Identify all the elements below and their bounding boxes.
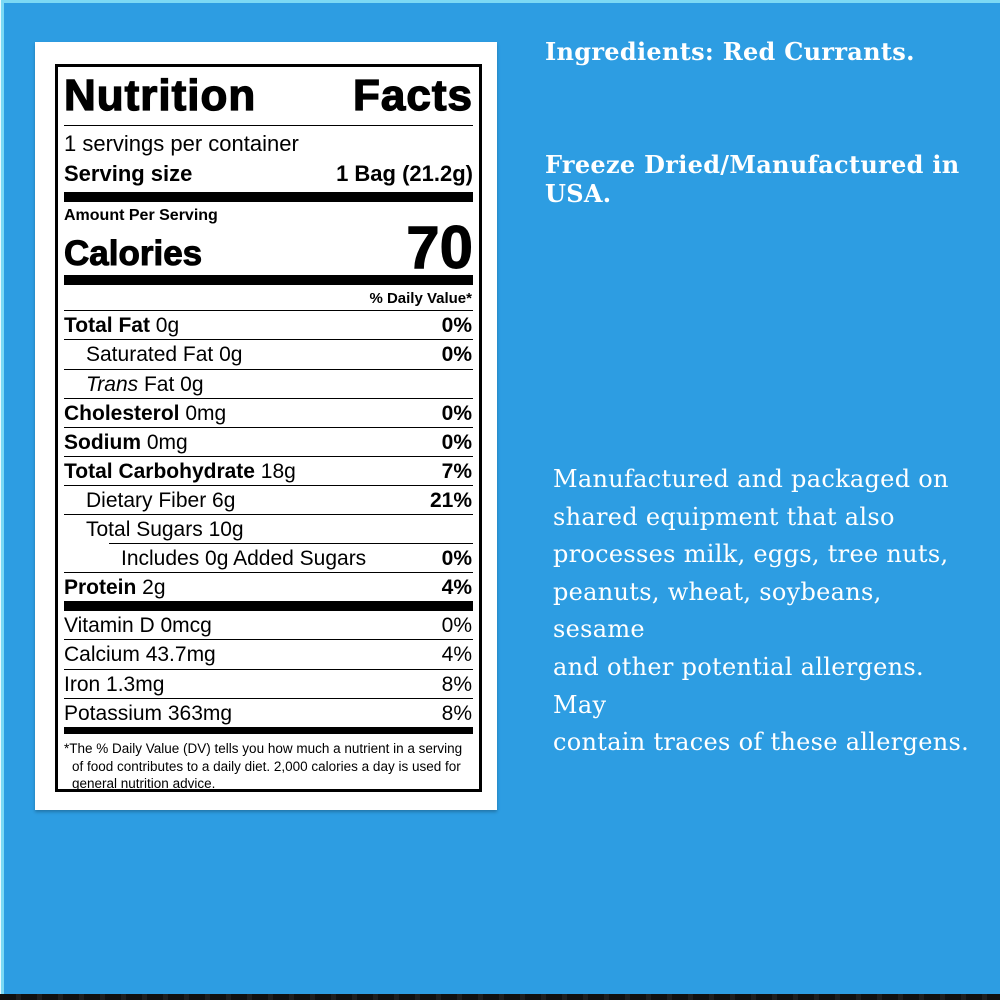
nutrient-name: Includes 0g Added Sugars xyxy=(121,547,367,571)
nutrient-row: Protein 2g 4% xyxy=(64,572,473,601)
nutrient-daily-value: 0% xyxy=(441,314,472,338)
label-title-word-facts: Facts xyxy=(352,71,473,120)
nutrient-name: Total Fat 0g xyxy=(64,314,180,338)
bottom-dark-strip xyxy=(0,994,1000,1000)
label-title: Nutrition Facts xyxy=(63,71,473,127)
nutrient-daily-value: 0% xyxy=(441,430,472,454)
calories-value: 70 xyxy=(406,213,474,281)
nutrient-row: Cholesterol 0mg 0% xyxy=(64,397,473,427)
origin-text: Freeze Dried/Manufactured in USA. xyxy=(545,150,960,208)
micronutrient-rows: Vitamin D 0mcg 0% Calcium 43.7mg 4% Iron 1.3… xyxy=(64,611,473,726)
nutrient-name: Protein 2g xyxy=(64,576,166,600)
servings-per-container: 1 servings per container xyxy=(64,131,299,157)
nutrient-daily-value: 0% xyxy=(441,343,472,367)
nutrient-daily-value: 8% xyxy=(441,701,472,725)
nutrient-row: Potassium 363mg 8% xyxy=(64,697,473,727)
nutrition-label-card: Nutrition Facts 1 servings per container… xyxy=(35,42,497,810)
nutrient-name: Potassium 363mg xyxy=(64,701,233,725)
thick-divider xyxy=(64,275,473,286)
amount-per-serving-label: Amount Per Serving xyxy=(64,206,218,224)
nutrient-daily-value: 4% xyxy=(441,576,472,600)
nutrition-label: Nutrition Facts 1 servings per container… xyxy=(55,64,482,792)
serving-size-row: Serving size 1 Bag (21.2g) xyxy=(64,159,473,192)
nutrient-name: Sodium 0mg xyxy=(64,430,188,454)
nutrient-name: Cholesterol 0mg xyxy=(64,401,227,425)
nutrient-row: Saturated Fat 0g 0% xyxy=(64,339,473,368)
nutrient-row: Dietary Fiber 6g 21% xyxy=(64,484,473,514)
nutrient-name: Total Carbohydrate 18g xyxy=(64,459,296,483)
thick-divider xyxy=(64,601,473,612)
nutrient-daily-value: 0% xyxy=(441,547,472,571)
serving-size-value: 1 Bag (21.2g) xyxy=(336,160,473,186)
nutrient-daily-value: 4% xyxy=(441,643,472,667)
nutrient-row: Vitamin D 0mcg 0% xyxy=(64,611,473,639)
nutrient-row: Sodium 0mg 0% xyxy=(64,426,473,456)
nutrient-row: Total Carbohydrate 18g 7% xyxy=(64,455,473,485)
thick-divider xyxy=(64,191,473,202)
footnote: *The % Daily Value (DV) tells you how mu… xyxy=(64,740,463,792)
ingredients-text: Ingredients: Red Currants. xyxy=(545,37,915,66)
nutrient-name: Saturated Fat 0g xyxy=(86,343,243,367)
calories-label: Calories xyxy=(63,234,203,274)
nutrient-name: Total Sugars 10g xyxy=(86,518,244,542)
nutrient-row: Total Fat 0g 0% xyxy=(64,310,473,339)
nutrient-row: Includes 0g Added Sugars 0% xyxy=(109,543,473,572)
top-edge-highlight xyxy=(0,0,1000,3)
nutrient-name: Vitamin D 0mcg xyxy=(64,614,212,638)
label-title-word-nutrition: Nutrition xyxy=(63,71,257,120)
nutrient-rows: Total Fat 0g 0% Saturated Fat 0g 0% Trans Fa… xyxy=(64,310,473,601)
nutrient-name: Dietary Fiber 6g xyxy=(86,488,236,512)
nutrient-row: Iron 1.3mg 8% xyxy=(64,668,473,698)
left-edge-highlight xyxy=(0,0,4,1000)
serving-size-label: Serving size xyxy=(64,160,193,186)
nutrient-row: Total Sugars 10g xyxy=(64,514,473,543)
nutrient-daily-value: 21% xyxy=(429,488,472,512)
medium-divider xyxy=(64,726,473,734)
nutrient-name: Calcium 43.7mg xyxy=(64,643,216,667)
nutrient-name: Iron 1.3mg xyxy=(64,672,165,696)
allergen-notice-text: Manufactured and packaged on shared equi… xyxy=(553,465,969,757)
nutrient-daily-value: 0% xyxy=(441,401,472,425)
nutrient-daily-value: 0% xyxy=(441,614,472,638)
nutrient-row: Trans Fat 0g xyxy=(64,368,473,398)
nutrient-daily-value: 8% xyxy=(441,672,472,696)
calories-row: Calories 70 xyxy=(63,213,474,281)
nutrient-daily-value: 7% xyxy=(441,459,472,483)
nutrient-name: Trans Fat 0g xyxy=(86,372,204,396)
nutrient-row: Calcium 43.7mg 4% xyxy=(64,639,473,668)
daily-value-header: % Daily Value* xyxy=(369,290,472,308)
